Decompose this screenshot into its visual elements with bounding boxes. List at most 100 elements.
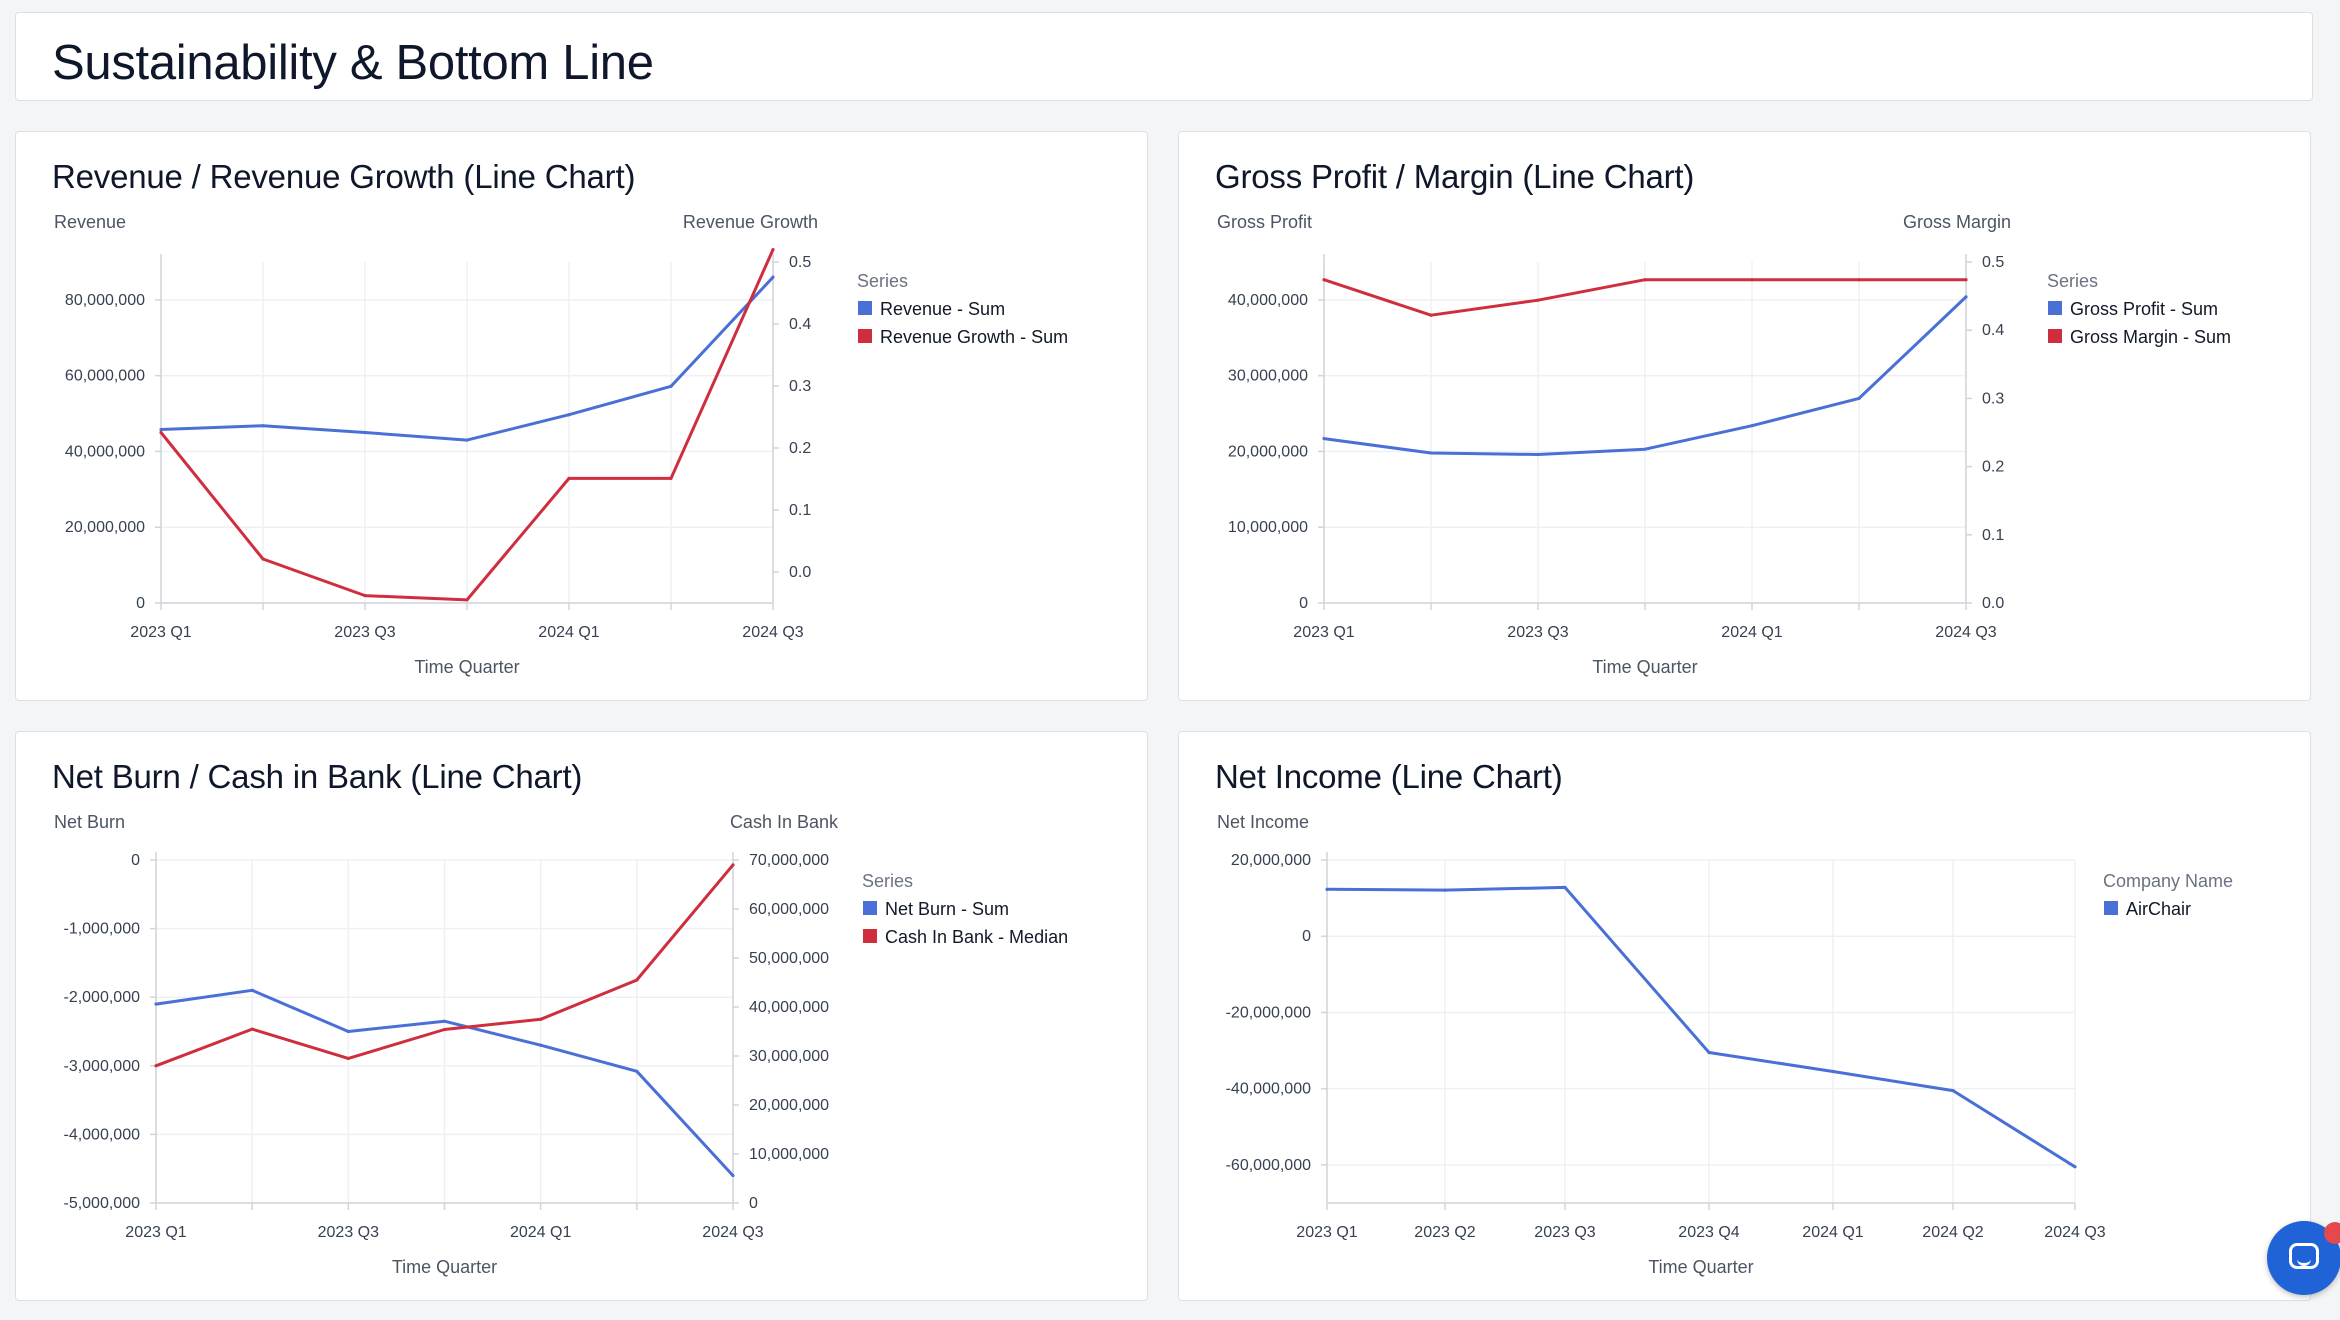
y2-tick-label: 0.3 xyxy=(1982,390,2004,407)
y-tick-label: 20,000,000 xyxy=(1228,443,1308,460)
data-point xyxy=(1322,278,1326,282)
y2-tick-label: 0.1 xyxy=(789,502,811,519)
notification-badge-icon xyxy=(2324,1222,2340,1244)
data-point xyxy=(771,248,775,252)
y2-tick-label: 70,000,000 xyxy=(749,852,829,869)
y2-tick-label: 0.4 xyxy=(1982,322,2004,339)
data-point xyxy=(1643,447,1647,451)
data-point xyxy=(1443,888,1447,892)
x-tick-label: 2023 Q1 xyxy=(1296,1224,1357,1241)
y-tick-label: -1,000,000 xyxy=(63,921,140,938)
legend-swatch xyxy=(863,929,877,943)
y-tick-label: 40,000,000 xyxy=(1228,292,1308,309)
y-tick-label: 40,000,000 xyxy=(65,443,145,460)
data-point xyxy=(1857,278,1861,282)
data-point xyxy=(1429,451,1433,455)
data-point xyxy=(635,1069,639,1073)
legend-label: Revenue Growth - Sum xyxy=(880,327,1068,347)
y-tick-label: -40,000,000 xyxy=(1226,1081,1312,1098)
y2-axis-title: Revenue Growth xyxy=(683,212,818,232)
net-income-chart: 2023 Q1 2023 Q2 2023 Q3 2023 Q4 2024 Q1 2024 … xyxy=(1217,812,2233,1277)
y2-tick-label: 40,000,000 xyxy=(749,999,829,1016)
x-tick-label: 2024 Q3 xyxy=(2044,1224,2105,1241)
y2-tick-label: 0.0 xyxy=(1982,595,2004,612)
data-point xyxy=(1429,313,1433,317)
x-axis-title: Time Quarter xyxy=(414,657,519,677)
data-point xyxy=(261,424,265,428)
x-tick-label: 2024 Q1 xyxy=(1721,624,1782,641)
page-title: Sustainability & Bottom Line xyxy=(52,36,654,90)
y-tick-label: 0 xyxy=(1299,595,1308,612)
data-point xyxy=(465,438,469,442)
gross-profit-chart: 2023 Q1 2023 Q3 2024 Q1 2024 Q3 0 10,000,000 2… xyxy=(1217,212,2231,677)
x-tick-label: 2024 Q3 xyxy=(742,624,803,641)
chart-title: Net Income (Line Chart) xyxy=(1215,758,1563,795)
legend-label: Cash In Bank - Median xyxy=(885,927,1068,947)
legend-swatch xyxy=(2048,329,2062,343)
y-axis-title: Gross Profit xyxy=(1217,212,1312,232)
data-point xyxy=(154,1002,158,1006)
legend-title: Series xyxy=(2047,271,2098,291)
y-tick-label: 30,000,000 xyxy=(1228,368,1308,385)
revenue-chart-card: Revenue / Revenue Growth (Line Chart) 20… xyxy=(15,131,1148,701)
y-tick-label: 80,000,000 xyxy=(65,292,145,309)
data-point xyxy=(1536,298,1540,302)
chart-title: Gross Profit / Margin (Line Chart) xyxy=(1215,158,1695,195)
legend-label: Net Burn - Sum xyxy=(885,899,1009,919)
y-tick-label: 10,000,000 xyxy=(1228,519,1308,536)
y-tick-label: 0 xyxy=(136,595,145,612)
data-point xyxy=(1951,1088,1955,1093)
net-burn-chart-card: Net Burn / Cash in Bank (Line Chart) 202… xyxy=(15,731,1148,1301)
y-tick-label: -60,000,000 xyxy=(1226,1157,1312,1174)
data-point xyxy=(669,476,673,480)
y-tick-label: 0 xyxy=(131,852,140,869)
x-tick-label: 2023 Q1 xyxy=(125,1224,186,1241)
y2-axis-title: Cash In Bank xyxy=(730,812,839,832)
x-tick-label: 2024 Q3 xyxy=(1935,624,1996,641)
y-axis-title: Revenue xyxy=(54,212,126,232)
data-point xyxy=(539,1017,543,1021)
y2-tick-label: 30,000,000 xyxy=(749,1048,829,1065)
data-point xyxy=(731,1173,735,1178)
y-tick-label: -20,000,000 xyxy=(1226,1004,1312,1021)
y-tick-label: -3,000,000 xyxy=(63,1058,140,1075)
data-point xyxy=(771,275,775,279)
y-tick-label: 0 xyxy=(1302,928,1311,945)
data-point xyxy=(539,1043,543,1047)
x-axis-title: Time Quarter xyxy=(1592,657,1697,677)
y2-tick-label: 20,000,000 xyxy=(749,1097,829,1114)
legend-swatch xyxy=(2048,301,2062,315)
data-point xyxy=(442,1019,447,1023)
data-point xyxy=(346,1056,350,1061)
x-tick-label: 2023 Q3 xyxy=(1507,624,1568,641)
x-tick-label: 2023 Q3 xyxy=(1534,1224,1595,1241)
data-point xyxy=(1643,278,1647,282)
data-point xyxy=(363,430,367,435)
data-point xyxy=(731,863,735,867)
revenue-chart: 2023 Q1 2023 Q3 2024 Q1 2024 Q3 0 20,000,000 4… xyxy=(54,212,1068,677)
data-point xyxy=(2073,1165,2077,1169)
y2-tick-label: 0.4 xyxy=(789,316,811,333)
y2-tick-label: 0.3 xyxy=(789,378,811,395)
data-point xyxy=(250,1027,254,1031)
chat-icon xyxy=(2289,1243,2319,1269)
y2-tick-label: 0.0 xyxy=(789,564,811,581)
x-tick-label: 2024 Q1 xyxy=(1802,1224,1863,1241)
data-point xyxy=(567,413,571,417)
y-tick-label: 20,000,000 xyxy=(1231,852,1311,869)
y-tick-label: -4,000,000 xyxy=(63,1126,140,1143)
y2-tick-label: 0.2 xyxy=(1982,459,2004,476)
data-point xyxy=(1857,396,1861,400)
x-tick-label: 2023 Q1 xyxy=(130,624,191,641)
data-point xyxy=(1964,295,1968,299)
legend-label: Revenue - Sum xyxy=(880,299,1005,319)
x-axis-title: Time Quarter xyxy=(392,1257,497,1277)
x-tick-label: 2023 Q3 xyxy=(318,1224,379,1241)
y2-axis-title: Gross Margin xyxy=(1903,212,2011,232)
y2-tick-label: 0 xyxy=(749,1195,758,1212)
y-tick-label: -5,000,000 xyxy=(63,1195,140,1212)
y-tick-label: 60,000,000 xyxy=(65,368,145,385)
data-point xyxy=(159,427,163,432)
legend-title: Series xyxy=(857,271,908,291)
data-point xyxy=(250,988,254,992)
